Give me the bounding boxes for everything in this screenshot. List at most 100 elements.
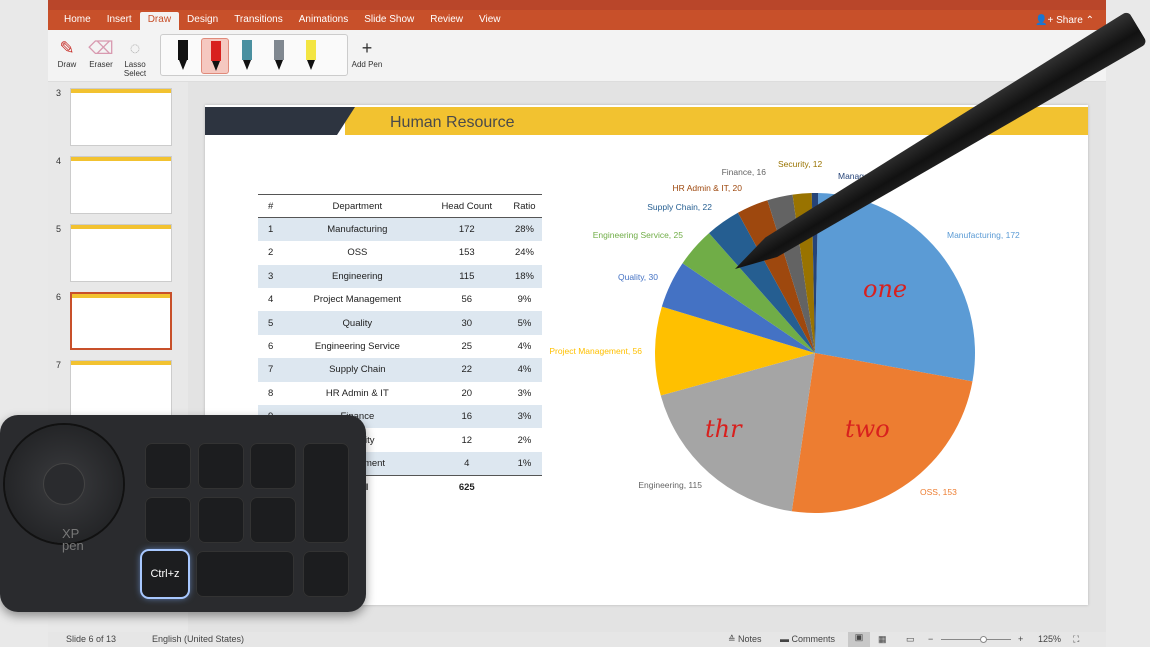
table-cell: 18% <box>506 264 542 289</box>
pie-data-label: OSS, 153 <box>920 487 957 497</box>
table-cell: 4% <box>517 341 532 353</box>
table-row: 8 HR Admin & IT 20 3% <box>258 382 542 405</box>
tab-view[interactable]: View <box>479 14 501 25</box>
table-row: 7 Supply Chain 22 4% <box>258 358 542 382</box>
table-cell: 1% <box>506 451 542 476</box>
department-pie-chart: Manufacturing, 172 OSS, 153 Engineering, 1… <box>549 159 1020 513</box>
share-button[interactable]: 👤+ Share ⌃ <box>1035 15 1094 26</box>
draw-tool[interactable]: ✎ Draw <box>50 36 84 69</box>
dial-center-button[interactable] <box>43 463 85 505</box>
pie-slice <box>815 193 975 382</box>
table-cell: 5 <box>258 311 288 335</box>
zoom-in-button[interactable]: + <box>1018 634 1024 644</box>
pen-swatch[interactable] <box>201 38 229 74</box>
pen-swatch[interactable] <box>297 38 325 74</box>
keypad-key[interactable] <box>303 551 349 597</box>
keypad-key[interactable] <box>250 443 296 489</box>
table-cell: 1 <box>258 217 288 242</box>
tab-review[interactable]: Review <box>430 14 464 25</box>
pie-slice <box>709 212 815 353</box>
ink-annotation[interactable]: two <box>845 415 890 443</box>
pen-swatch[interactable] <box>169 38 197 74</box>
tab-design[interactable]: Design <box>187 14 219 25</box>
normal-view-button[interactable]: ▣ <box>848 632 870 647</box>
table-cell: 6 <box>268 341 274 353</box>
keypad-key[interactable] <box>250 497 296 543</box>
table-cell: 24% <box>514 247 534 259</box>
zoom-out-button[interactable]: − <box>928 634 934 644</box>
pie-data-label: Quality, 30 <box>618 272 658 282</box>
table-cell: Engineering <box>288 264 427 289</box>
table-cell: 7 <box>258 358 288 382</box>
zoom-slider[interactable] <box>941 636 1011 643</box>
table-row: 6 Engineering Service 25 4% <box>258 335 542 358</box>
keypad-key[interactable] <box>145 497 191 543</box>
slide-number: 7 <box>56 360 62 370</box>
language[interactable]: English (United States) <box>152 634 245 644</box>
pie-data-label: Finance, 16 <box>722 167 767 177</box>
eraser-tool[interactable]: ⌫ Eraser <box>84 36 118 69</box>
column-header: Head Count <box>426 194 507 219</box>
tab-slide-show[interactable]: Slide Show <box>364 14 415 25</box>
keypad-key[interactable] <box>145 443 191 489</box>
table-cell: Supply Chain <box>288 358 427 382</box>
pie-slice <box>661 263 815 353</box>
table-cell: Quality <box>288 311 427 335</box>
slide-sorter-button[interactable]: ▦ <box>878 634 887 644</box>
xp-pen-logo: XP pen <box>62 526 84 553</box>
slide-thumbnail-5[interactable] <box>70 224 172 282</box>
pie-data-label: HR Admin & IT, 20 <box>673 183 743 193</box>
table-cell: 3% <box>506 405 542 429</box>
slide-thumbnail-4[interactable] <box>70 156 172 214</box>
tab-draw[interactable]: Draw <box>139 12 180 30</box>
keypad-key[interactable] <box>196 551 294 597</box>
tab-animations[interactable]: Animations <box>298 14 349 25</box>
pen-swatch[interactable] <box>265 38 293 74</box>
column-header: Ratio <box>506 194 542 219</box>
slide-thumbnail-6[interactable] <box>70 292 172 350</box>
tab-insert[interactable]: Insert <box>106 14 132 25</box>
table-cell: 8 <box>268 387 274 399</box>
tab-home[interactable]: Home <box>64 14 91 25</box>
notes-button[interactable]: ≙ Notes <box>728 634 762 644</box>
table-cell: 4% <box>506 358 542 382</box>
table-cell: 56 <box>461 294 473 306</box>
column-header: # <box>258 194 288 219</box>
pen-swatch[interactable] <box>233 38 261 74</box>
ctrl-z-key[interactable]: Ctrl+z <box>142 551 188 597</box>
lasso-icon: ◌ <box>129 38 141 58</box>
ink-annotation[interactable]: thr <box>705 415 742 443</box>
slide-number: 5 <box>56 224 62 234</box>
table-row: 4 Project Management 56 9% <box>258 288 542 311</box>
table-cell: Manufacturing <box>288 217 427 242</box>
title-bar <box>48 0 1106 10</box>
ink-annotation[interactable]: one <box>863 275 908 303</box>
slide-thumbnail-3[interactable] <box>70 88 172 146</box>
dial-wheel[interactable] <box>5 425 123 543</box>
keypad-key[interactable] <box>198 497 244 543</box>
keypad-key[interactable] <box>198 443 244 489</box>
table-cell: 3% <box>517 387 532 399</box>
tab-transitions[interactable]: Transitions <box>234 14 283 25</box>
draw-pen-icon: ✎ <box>59 38 75 58</box>
eraser-icon: ⌫ <box>88 38 114 58</box>
presenter-view-button[interactable]: ▭ <box>906 634 915 644</box>
table-cell: HR Admin & IT <box>325 387 389 399</box>
slide-thumbnail-7[interactable] <box>70 360 172 418</box>
lasso-select-tool[interactable]: ◌ Lasso Select <box>118 36 152 78</box>
table-cell: Engineering Service <box>314 341 400 353</box>
plus-icon: + <box>361 38 373 58</box>
lasso-label: Lasso Select <box>123 60 147 78</box>
table-cell: 20 <box>461 387 473 399</box>
table-cell: 5% <box>506 311 542 335</box>
comments-button[interactable]: ▬ Comments <box>780 634 836 644</box>
table-cell: 4 <box>426 451 507 476</box>
add-pen-button[interactable]: + Add Pen <box>350 36 384 69</box>
slide-canvas[interactable]: Human Resource # Department Head Count Rati… <box>205 105 1088 605</box>
keypad-key[interactable] <box>303 443 349 543</box>
table-row: 1 Manufacturing 172 28% <box>258 217 542 242</box>
fit-slide-button[interactable]: ⛶ <box>1073 634 1080 644</box>
table-cell: 4 <box>268 294 274 306</box>
table-cell: 625 <box>426 474 507 499</box>
pie-data-label: Manufacturing, 172 <box>947 230 1020 240</box>
